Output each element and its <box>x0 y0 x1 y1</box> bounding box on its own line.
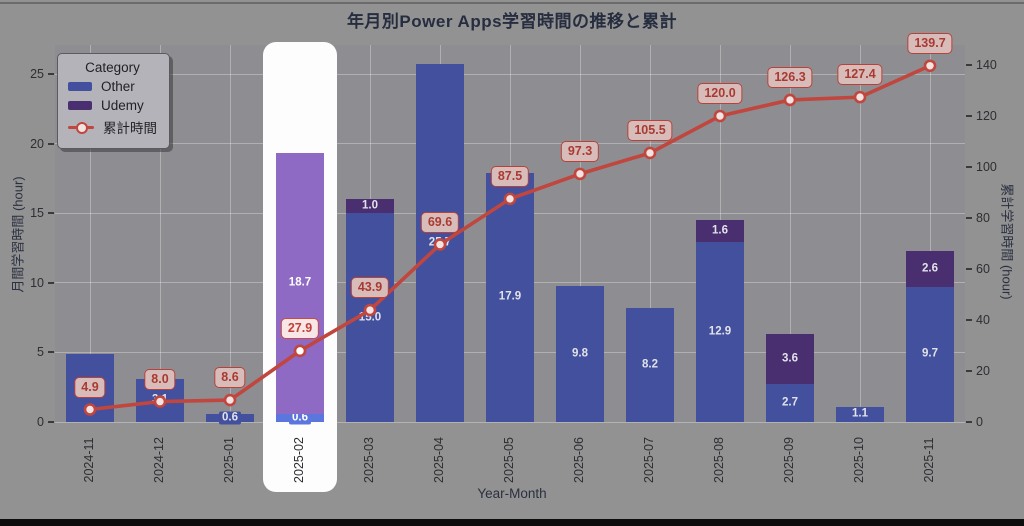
y-tick-label-right: 40 <box>976 313 990 327</box>
gridline-horizontal <box>55 421 965 423</box>
bar-value-label: 0.6 <box>289 411 311 425</box>
bar-value-label: 3.6 <box>779 352 801 366</box>
legend-title: Category <box>85 60 140 75</box>
line-value-badge: 139.7 <box>907 32 953 54</box>
y-tick-label-left: 0 <box>37 415 44 429</box>
y-tick-mark-right <box>966 421 972 423</box>
bar-value-label: 15.0 <box>355 311 385 325</box>
x-tick-label: 2025-08 <box>712 437 726 483</box>
bar-value-label: 1.6 <box>709 224 731 238</box>
line-value-badge: 8.6 <box>214 367 246 389</box>
line-value-badge: 8.0 <box>144 368 176 390</box>
y-tick-label-right: 120 <box>976 109 997 123</box>
legend: Category Other Udemy 累計時間 <box>57 53 170 149</box>
bar-value-label: 12.9 <box>705 325 735 339</box>
y-tick-mark-right <box>966 64 972 66</box>
x-tick-label: 2024-12 <box>152 437 166 483</box>
bar-value-label: 9.8 <box>569 347 591 361</box>
line-value-badge: 43.9 <box>350 277 390 299</box>
legend-swatch-udemy <box>68 101 92 110</box>
line-value-badge: 127.4 <box>837 64 883 86</box>
x-tick-label: 2025-03 <box>362 437 376 483</box>
x-tick-label: 2025-02 <box>292 437 306 483</box>
gridline-vertical <box>229 45 231 422</box>
y-tick-mark-right <box>966 319 972 321</box>
y-tick-mark-right <box>966 115 972 117</box>
bar-value-label: 0.6 <box>219 411 241 425</box>
y-tick-label-left: 25 <box>30 67 44 81</box>
legend-item-cumulative: 累計時間 <box>68 117 157 137</box>
x-tick-label: 2025-11 <box>922 437 936 483</box>
legend-line-marker-icon <box>68 122 94 134</box>
line-value-badge: 120.0 <box>697 83 743 104</box>
y-tick-mark-left <box>48 142 54 145</box>
bar-value-label: 17.9 <box>495 290 525 304</box>
y-tick-label-right: 140 <box>976 58 997 72</box>
y-tick-label-left: 15 <box>30 206 44 221</box>
x-tick-label: 2025-04 <box>432 437 446 483</box>
y-tick-mark-right <box>966 217 972 219</box>
y-tick-label-right: 0 <box>976 415 983 429</box>
y-tick-label-left: 10 <box>30 275 44 290</box>
bar-value-label: 3.1 <box>149 393 171 407</box>
y-tick-mark-left <box>48 351 54 354</box>
x-tick-label: 2025-09 <box>782 437 796 483</box>
y-tick-label-left: 20 <box>30 136 44 151</box>
legend-item-other: Other <box>68 79 157 94</box>
y-tick-label-right: 100 <box>976 160 997 174</box>
x-tick-label: 2025-05 <box>502 437 516 483</box>
legend-label-cumulative: 累計時間 <box>103 121 157 136</box>
y-axis-label-left: 月間学習時間 (hour) <box>10 176 26 293</box>
legend-swatch-other <box>68 82 92 91</box>
line-value-badge: 27.9 <box>280 317 320 339</box>
line-value-badge: 87.5 <box>490 165 530 187</box>
y-tick-label-right: 20 <box>976 364 990 378</box>
y-tick-label-right: 60 <box>976 262 990 276</box>
x-tick-label: 2025-10 <box>852 437 866 483</box>
bar-value-label: 25.7 <box>425 236 455 250</box>
y-tick-mark-right <box>966 370 972 372</box>
x-tick-label: 2024-11 <box>82 437 96 483</box>
y-tick-label-right: 80 <box>976 211 990 225</box>
y-tick-mark-left <box>48 73 54 75</box>
x-tick-label: 2025-01 <box>222 437 236 483</box>
bar-value-label: 8.2 <box>639 358 661 372</box>
bar-value-label: 2.6 <box>919 262 941 276</box>
chart-title: 年月別Power Apps学習時間の推移と累計 <box>346 12 678 31</box>
bar-value-label: 1.0 <box>359 199 381 213</box>
line-value-badge: 97.3 <box>560 140 600 162</box>
bar-value-label: 1.1 <box>849 407 871 421</box>
legend-item-udemy: Udemy <box>68 98 157 113</box>
x-tick-label: 2025-06 <box>572 437 586 483</box>
y-axis-label-right: 累計学習時間 (hour) <box>999 183 1015 300</box>
legend-label-other: Other <box>101 79 135 94</box>
line-value-badge: 69.6 <box>420 211 460 233</box>
line-value-badge: 126.3 <box>767 66 813 88</box>
line-value-badge: 4.9 <box>74 376 106 398</box>
legend-label-udemy: Udemy <box>101 98 144 113</box>
bar-value-label: 9.7 <box>919 347 941 361</box>
x-tick-label: 2025-07 <box>642 437 656 483</box>
line-value-badge: 105.5 <box>627 119 673 141</box>
y-tick-mark-right <box>966 268 972 270</box>
bottom-edge-bar <box>0 519 1024 526</box>
bar-value-label: 18.7 <box>285 276 315 290</box>
top-edge-line <box>0 2 1024 4</box>
y-tick-mark-left <box>48 212 54 215</box>
y-tick-mark-left <box>48 421 54 423</box>
x-axis-label: Year-Month <box>477 486 547 501</box>
bar-value-label: 2.7 <box>779 396 801 410</box>
y-tick-label-left: 5 <box>37 345 44 360</box>
gridline-vertical <box>859 45 861 422</box>
y-tick-mark-right <box>966 166 972 168</box>
y-tick-mark-left <box>48 281 54 284</box>
